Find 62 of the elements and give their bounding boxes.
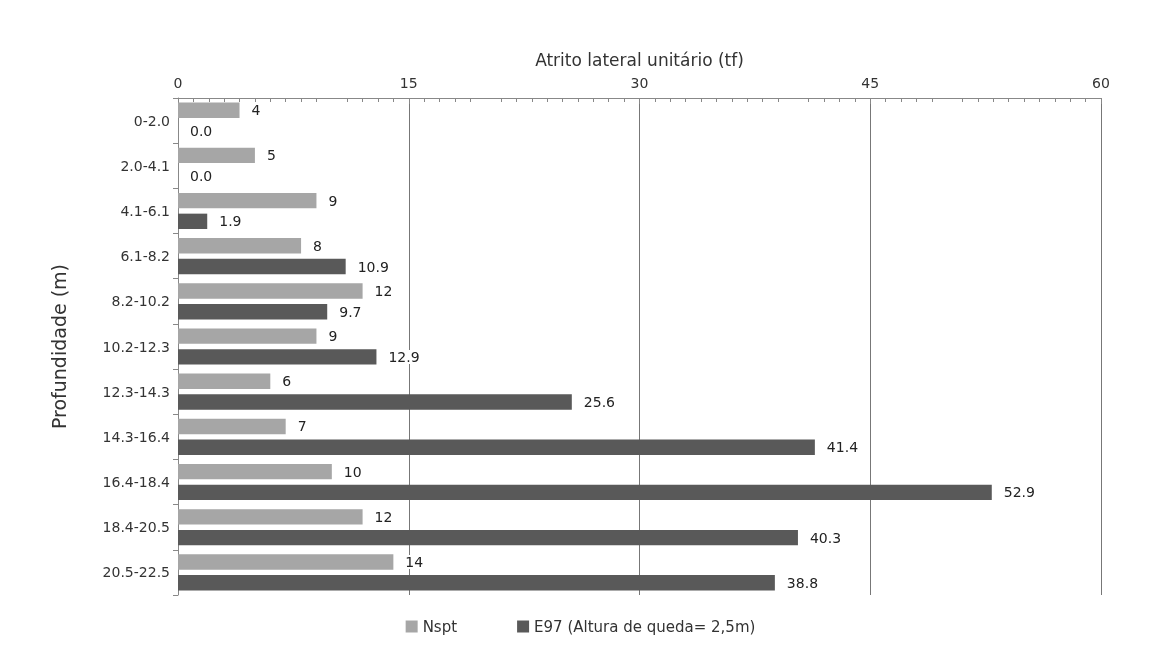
bar <box>178 304 328 320</box>
bar <box>178 575 775 591</box>
bar <box>178 192 317 209</box>
data-label: 25.6 <box>583 394 616 411</box>
y-tick-label: 0-2.0 <box>133 112 170 129</box>
data-label: 9 <box>328 192 338 209</box>
x-tick-label: 0 <box>173 75 183 91</box>
data-label: 12.9 <box>388 348 420 365</box>
data-label: 5 <box>266 147 276 164</box>
bar <box>178 418 286 435</box>
data-label: 12 <box>374 508 393 525</box>
y-tick-label: 6.1-8.2 <box>120 248 170 265</box>
bar <box>178 529 798 546</box>
bar <box>178 283 363 299</box>
x-tick-label: 15 <box>399 75 418 91</box>
data-label: 0.0 <box>190 122 213 139</box>
bar <box>178 509 363 525</box>
bar <box>178 554 394 570</box>
bar <box>178 484 992 501</box>
legend-label: E97 (Altura de queda= 2,5m) <box>534 617 756 636</box>
data-label: 14 <box>405 554 424 571</box>
y-tick-label: 2.0-4.1 <box>120 157 170 174</box>
x-tick-label: 60 <box>1092 75 1110 91</box>
bar <box>178 238 302 254</box>
data-label: 10 <box>343 463 362 480</box>
bar <box>178 463 332 480</box>
data-label: 1.9 <box>219 213 242 230</box>
x-tick-label: 30 <box>630 75 649 91</box>
y-tick-label: 20.5-22.5 <box>102 564 170 581</box>
data-label: 40.3 <box>809 529 842 546</box>
y-tick-label: 8.2-10.2 <box>111 293 170 310</box>
y-tick-label: 12.3-14.3 <box>102 383 170 400</box>
bar <box>178 147 255 164</box>
data-label: 38.8 <box>786 574 819 591</box>
data-label: 12 <box>374 282 393 299</box>
bar <box>178 213 208 230</box>
y-tick-label: 16.4-18.4 <box>102 474 171 491</box>
data-label: 10.9 <box>357 258 389 275</box>
y-tick-label: 14.3-16.4 <box>102 428 171 445</box>
bar <box>178 349 377 365</box>
y-tick-label: 10.2-12.3 <box>102 338 170 355</box>
bar <box>178 439 815 455</box>
bar <box>178 258 346 275</box>
data-label: 9 <box>328 328 338 345</box>
data-label: 7 <box>297 418 307 435</box>
y-tick-label: 4.1-6.1 <box>120 202 170 219</box>
bar <box>178 328 317 344</box>
bar <box>178 394 572 410</box>
data-label: 4 <box>251 102 261 119</box>
bar <box>178 373 271 389</box>
bar <box>178 102 240 118</box>
y-tick-label: 18.4-20.5 <box>102 519 170 536</box>
x-axis-title: Atrito lateral unitário (tf) <box>535 49 744 70</box>
x-tick-label: 45 <box>861 75 880 91</box>
data-label: 0.0 <box>190 168 213 185</box>
y-axis-title: Profundidade (m) <box>47 263 70 430</box>
data-label: 9.7 <box>339 303 362 320</box>
legend-label: Nspt <box>422 617 458 636</box>
data-label: 41.4 <box>826 439 859 456</box>
data-label: 52.9 <box>1003 484 1035 501</box>
data-label: 8 <box>313 237 322 254</box>
data-label: 6 <box>282 373 292 390</box>
